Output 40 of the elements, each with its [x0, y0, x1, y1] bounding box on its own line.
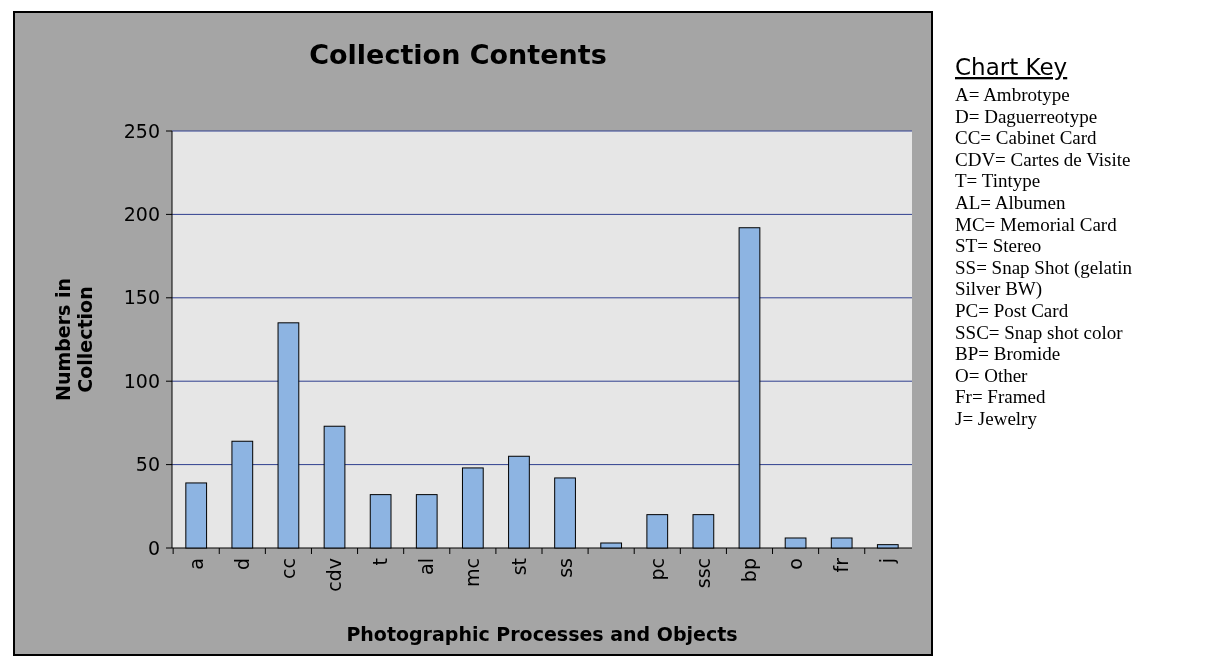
y-axis-title: Numbers in Collection: [52, 277, 96, 402]
chart-title: Collection Contents: [309, 39, 607, 70]
y-tick-label: 50: [135, 453, 160, 476]
x-tick-label: cc: [277, 558, 300, 579]
x-tick-label: ssc: [692, 558, 715, 589]
y-tick-label: 100: [123, 369, 160, 392]
x-axis-title: Photographic Processes and Objects: [346, 623, 738, 645]
x-tick-label: mc: [461, 558, 484, 587]
x-tick-label: cdv: [323, 558, 346, 592]
y-tick-label: 200: [123, 203, 160, 226]
text: ST= Stereo: [955, 235, 1042, 257]
text: O= Other: [955, 364, 1029, 386]
y-tick-label: 150: [123, 286, 160, 309]
x-tick-label: fr: [830, 557, 853, 573]
text: CDV= Cartes de Visite: [955, 148, 1131, 170]
x-tick-label: pc: [645, 558, 668, 581]
text: Chart Key: [955, 54, 1068, 80]
x-tick-label: al: [415, 558, 438, 575]
x-tick-label: a: [184, 558, 207, 570]
text: AL= Albumen: [955, 192, 1066, 213]
text: SSC= Snap shot color: [955, 321, 1124, 343]
x-tick-label: st: [507, 558, 530, 576]
x-tick-label: j: [876, 558, 899, 565]
text: J= Jewelry: [955, 408, 1038, 429]
text: Fr= Framed: [955, 386, 1046, 408]
x-tick-label: bp: [738, 558, 761, 583]
text: MC= Memorial Card: [955, 213, 1118, 235]
text: A= Ambrotype: [955, 84, 1070, 105]
text: BP= Bromide: [955, 343, 1061, 365]
x-tick-label: o: [784, 558, 807, 570]
text: D= Daguerreotype: [955, 105, 1098, 127]
y-tick-label: 250: [123, 119, 160, 142]
y-tick-label: 0: [147, 536, 160, 559]
x-tick-label: ss: [553, 558, 576, 578]
text: SS= Snap Shot (gelatin Silver BW): [955, 256, 1133, 301]
text: CC= Cabinet Card: [955, 127, 1098, 149]
text: T= Tintype: [955, 170, 1041, 192]
x-tick-label: d: [230, 558, 253, 571]
x-tick-label: t: [369, 558, 392, 566]
text: PC= Post Card: [955, 300, 1069, 321]
